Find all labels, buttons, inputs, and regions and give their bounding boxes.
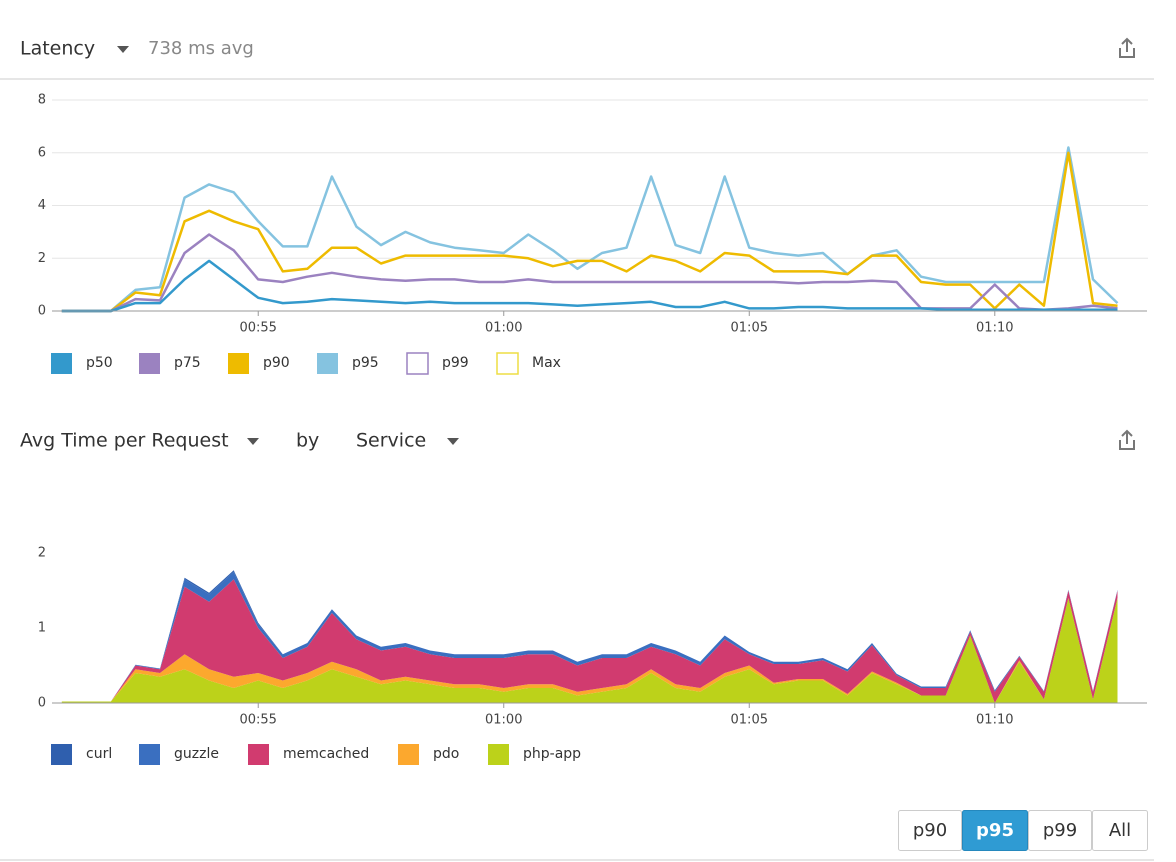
legend-swatch (398, 744, 419, 765)
button-label: p99 (1043, 820, 1077, 841)
legend-swatch (488, 744, 509, 765)
button-bg (1028, 810, 1092, 851)
area (61, 579, 1118, 703)
share-icon[interactable] (1119, 429, 1135, 450)
group-by-label: by (296, 430, 319, 452)
legend-label: curl (86, 746, 112, 762)
legend-label: p50 (86, 355, 113, 371)
legend-swatch (51, 353, 72, 374)
y-tick-label: 0 (38, 696, 46, 711)
chart-title: Avg Time per Request (20, 430, 229, 452)
y-tick-label: 1 (38, 621, 46, 636)
share-icon[interactable] (1119, 37, 1135, 58)
x-tick-label: 01:00 (485, 713, 522, 728)
button-label: p90 (913, 820, 947, 841)
button-bg (1092, 810, 1148, 851)
y-tick-label: 4 (38, 198, 46, 213)
x-tick-label: 01:10 (976, 713, 1013, 728)
legend-swatch (51, 744, 72, 765)
x-tick-label: 00:55 (239, 713, 276, 728)
x-tick-label: 01:05 (731, 713, 768, 728)
legend-swatch (496, 352, 519, 375)
dropdown-caret[interactable] (117, 46, 129, 53)
x-tick-label: 01:05 (731, 321, 768, 336)
legend-swatch (228, 353, 249, 374)
area (61, 598, 1118, 703)
legend-label: p75 (174, 355, 201, 371)
legend-label: guzzle (174, 746, 219, 762)
legend-label: pdo (433, 746, 459, 762)
toggle-button[interactable]: All (1092, 810, 1148, 851)
legend-swatch (406, 352, 429, 375)
x-tick-label: 00:55 (239, 321, 276, 336)
x-tick-label: 01:10 (976, 321, 1013, 336)
y-tick-label: 6 (38, 145, 46, 160)
series-line (61, 259, 1118, 313)
y-tick-label: 0 (38, 304, 46, 319)
toggle-button[interactable]: p90 (898, 810, 962, 851)
dropdown-caret[interactable] (247, 438, 259, 445)
legend-label: php-app (523, 746, 581, 762)
series-line (61, 151, 1118, 313)
legend-label: p95 (352, 355, 379, 371)
group-by[interactable]: Service (356, 430, 426, 452)
toggle-button[interactable]: p99 (1028, 810, 1092, 851)
legend-swatch (317, 353, 338, 374)
legend-swatch (139, 353, 160, 374)
legend-label: memcached (283, 746, 369, 762)
dropdown-caret[interactable] (447, 438, 459, 445)
series-line (61, 233, 1118, 313)
chart-title: Latency (20, 38, 95, 60)
y-tick-label: 2 (38, 251, 46, 266)
button-bg (962, 810, 1028, 851)
button-label: p95 (976, 820, 1014, 841)
y-tick-label: 8 (38, 93, 46, 108)
legend-swatch (248, 744, 269, 765)
series-line (61, 146, 1119, 313)
toggle-button[interactable]: p95 (962, 810, 1028, 851)
legend-label: p99 (442, 355, 469, 371)
x-tick-label: 01:00 (485, 321, 522, 336)
button-bg (898, 810, 962, 851)
legend-swatch (139, 744, 160, 765)
chart-subtitle: 738 ms avg (148, 38, 254, 59)
legend-label: p90 (263, 355, 290, 371)
y-tick-label: 2 (38, 546, 46, 561)
button-label: All (1109, 820, 1131, 841)
legend-label: Max (532, 355, 561, 371)
